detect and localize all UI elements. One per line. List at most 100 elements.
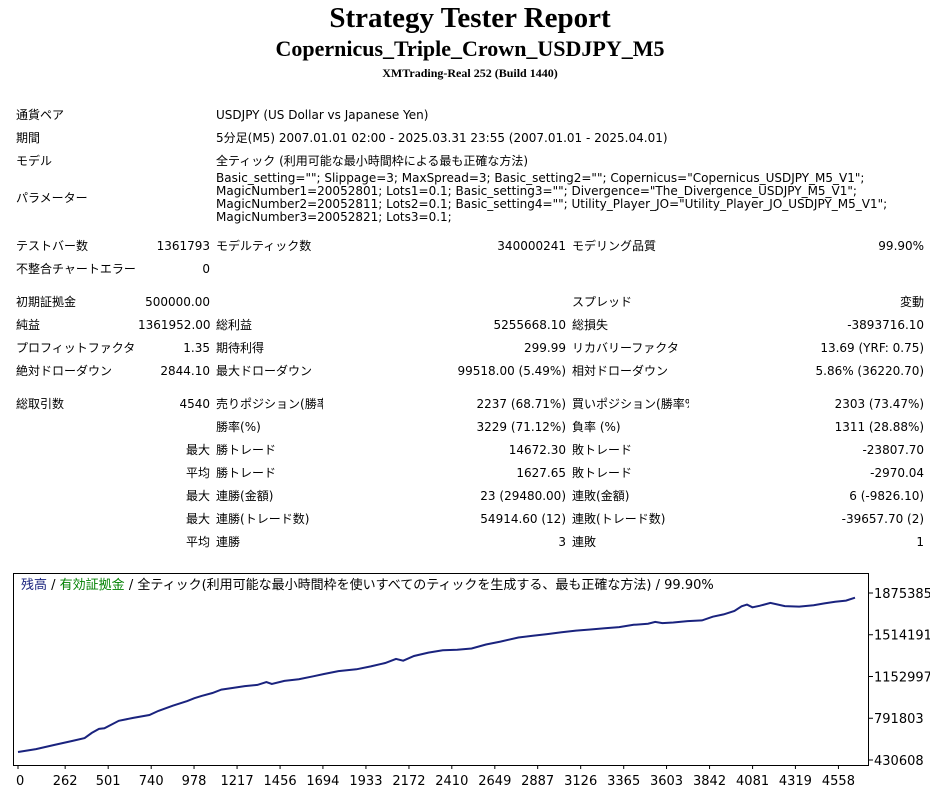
legend-separator: / [47,578,60,593]
model-label: モデル [16,154,53,168]
net-profit-label: 純益 [16,318,41,332]
x-tick-label: 4319 [779,774,812,789]
expected-payoff-label: 期待利得 [216,341,265,355]
y-tick-label: 1514191 [874,629,930,644]
max-consecutive-losses-label: 連敗(金額) [572,489,630,503]
x-axis-ticks: 0 262 501 740 978 1217 1456 1694 1933 2172 2410 264… [16,765,855,789]
profit-factor-value: 1.35 [183,340,211,355]
largest-loss-trade-value: -23807.70 [862,442,925,457]
max-consecutive-loss-label: 連敗(トレード数) [572,512,666,526]
gross-loss-value: -3893716.10 [847,317,925,332]
average-trade-row: 平均 勝トレード 1627.65 敗トレード -2970.04 [13,461,927,484]
parameters-value: Basic_setting=""; Slippage=3; MaxSpread=… [213,172,927,224]
average-consecutive-wins-label: 連勝 [216,535,241,549]
largest-word: 最大 [186,512,211,526]
x-tick-label: 3126 [564,774,597,789]
report-build-info: XMTrading-Real 252 (Build 1440) [382,66,558,80]
mismatch-label: 不整合チャートエラー [16,262,135,276]
model-value: 全ティック (利用可能な最小時間枠による最も正確な方法) [216,154,529,168]
report-subtitle: Copernicus_Triple_Crown_USDJPY_M5 [275,36,665,61]
deposit-label: 初期証拠金 [16,295,77,309]
model-row: モデル 全ティック (利用可能な最小時間枠による最も正確な方法) [13,149,927,172]
gross-loss-label: 総損失 [572,318,609,332]
bars-label: テストバー数 [16,239,89,253]
largest-profit-trade-value: 14672.30 [508,442,567,457]
x-tick-label: 3365 [607,774,640,789]
report-title: Strategy Tester Report [329,2,611,34]
x-tick-label: 3842 [693,774,726,789]
y-tick-label: 791803 [874,712,924,727]
x-tick-label: 501 [96,774,121,789]
x-tick-label: 2410 [435,774,468,789]
x-tick-label: 740 [139,774,164,789]
profit-factor-row: プロフィットファクタ 1.35 期待利得 299.99 リカバリーファクタ 13… [13,336,927,359]
x-tick-label: 2887 [521,774,554,789]
max-consecutive-count-row: 最大 連勝(トレード数) 54914.60 (12) 連敗(トレード数) -39… [13,507,927,530]
deposit-row: 初期証拠金 500000.00 スプレッド 変動 [13,290,927,313]
largest-profit-trade-label: 勝トレード [216,443,277,457]
net-profit-row: 純益 1361952.00 総利益 5255668.10 総損失 -389371… [13,313,927,336]
parameters-label: パラメーター [16,190,88,205]
legend-description: 全ティック(利用可能な最小時間枠を使いすべてのティックを生成する、最も正確な方法… [137,577,713,593]
y-tick-label: 1875385 [874,587,930,602]
largest-trade-row: 最大 勝トレード 14672.30 敗トレード -23807.70 [13,438,927,461]
absolute-drawdown-value: 2844.10 [160,363,211,378]
spread-value: 変動 [900,295,925,309]
max-consecutive-losses-value: 6 (-9826.10) [849,488,925,503]
max-consecutive-profit-label: 連勝(トレード数) [216,512,310,526]
relative-drawdown-label: 相対ドローダウン [572,364,669,378]
max-consecutive-wins-value: 23 (29480.00) [480,488,567,503]
max-consecutive-money-row: 最大 連勝(金額) 23 (29480.00) 連敗(金額) 6 (-9826.… [13,484,927,507]
spacer-row [13,224,927,234]
total-trades-value: 4540 [179,396,211,411]
report-table: 通貨ペア USDJPY (US Dollar vs Japanese Yen) … [13,103,927,553]
spacer-row [13,382,927,392]
max-consecutive-loss-value: -39657.70 (2) [841,511,925,526]
average-consecutive-losses-label: 連敗 [572,535,597,549]
y-axis-ticks: 1875385 1514191 1152997 791803 430608 [874,587,930,769]
balance-line [17,596,856,753]
parameters-line-2: MagicNumber1=20052801; Lots1=0.1; Basic_… [216,184,857,198]
average-loss-trade-label: 敗トレード [572,466,633,480]
max-consecutive-wins-label: 連勝(金額) [216,489,274,503]
x-tick-label: 2649 [478,774,511,789]
period-label: 期間 [16,131,41,145]
x-tick-label: 0 [16,774,24,789]
x-tick-label: 262 [53,774,78,789]
expected-payoff-value: 299.99 [524,340,567,355]
quality-value: 99.90% [878,238,925,253]
maximal-drawdown-label: 最大ドローダウン [216,364,313,378]
quality-label: モデリング品質 [572,239,657,253]
loss-trades-label: 負率 (%) [572,420,621,434]
total-trades-label: 総取引数 [16,397,65,411]
x-tick-label: 2172 [392,774,425,789]
x-tick-label: 3603 [650,774,683,789]
profit-factor-label: プロフィットファクタ [16,341,135,355]
x-tick-label: 1217 [221,774,254,789]
short-positions-label: 売りポジション(勝率%) [216,397,324,411]
average-loss-trade-value: -2970.04 [870,465,925,480]
maximal-drawdown-value: 99518.00 (5.49%) [457,363,567,378]
absolute-drawdown-label: 絶対ドローダウン [16,364,113,378]
spacer-row [13,280,927,290]
symbol-row: 通貨ペア USDJPY (US Dollar vs Japanese Yen) [13,103,927,126]
y-tick-label: 430608 [874,754,924,769]
average-profit-trade-label: 勝トレード [216,466,277,480]
legend-equity: 有効証拠金 [60,577,125,593]
symbol-label: 通貨ペア [16,108,65,122]
x-tick-label: 4558 [822,774,855,789]
symbol-value: USDJPY (US Dollar vs Japanese Yen) [216,107,429,122]
x-tick-label: 1694 [306,774,339,789]
x-tick-label: 978 [182,774,207,789]
max-consecutive-profit-value: 54914.60 (12) [480,511,567,526]
long-positions-label: 買いポジション(勝率%) [572,397,690,411]
chart-grid [868,592,873,761]
gross-profit-value: 5255668.10 [493,317,567,332]
profit-trades-label: 勝率(%) [216,420,261,434]
period-row: 期間 5分足(M5) 2007.01.01 02:00 - 2025.03.31… [13,126,927,149]
largest-loss-trade-label: 敗トレード [572,443,633,457]
recovery-factor-value: 13.69 (YRF: 0.75) [820,340,925,355]
net-profit-value: 1361952.00 [138,317,211,332]
parameters-line-4: MagicNumber3=20052821; Lots3=0.1; [216,210,452,224]
recovery-factor-label: リカバリーファクタ [572,341,679,355]
